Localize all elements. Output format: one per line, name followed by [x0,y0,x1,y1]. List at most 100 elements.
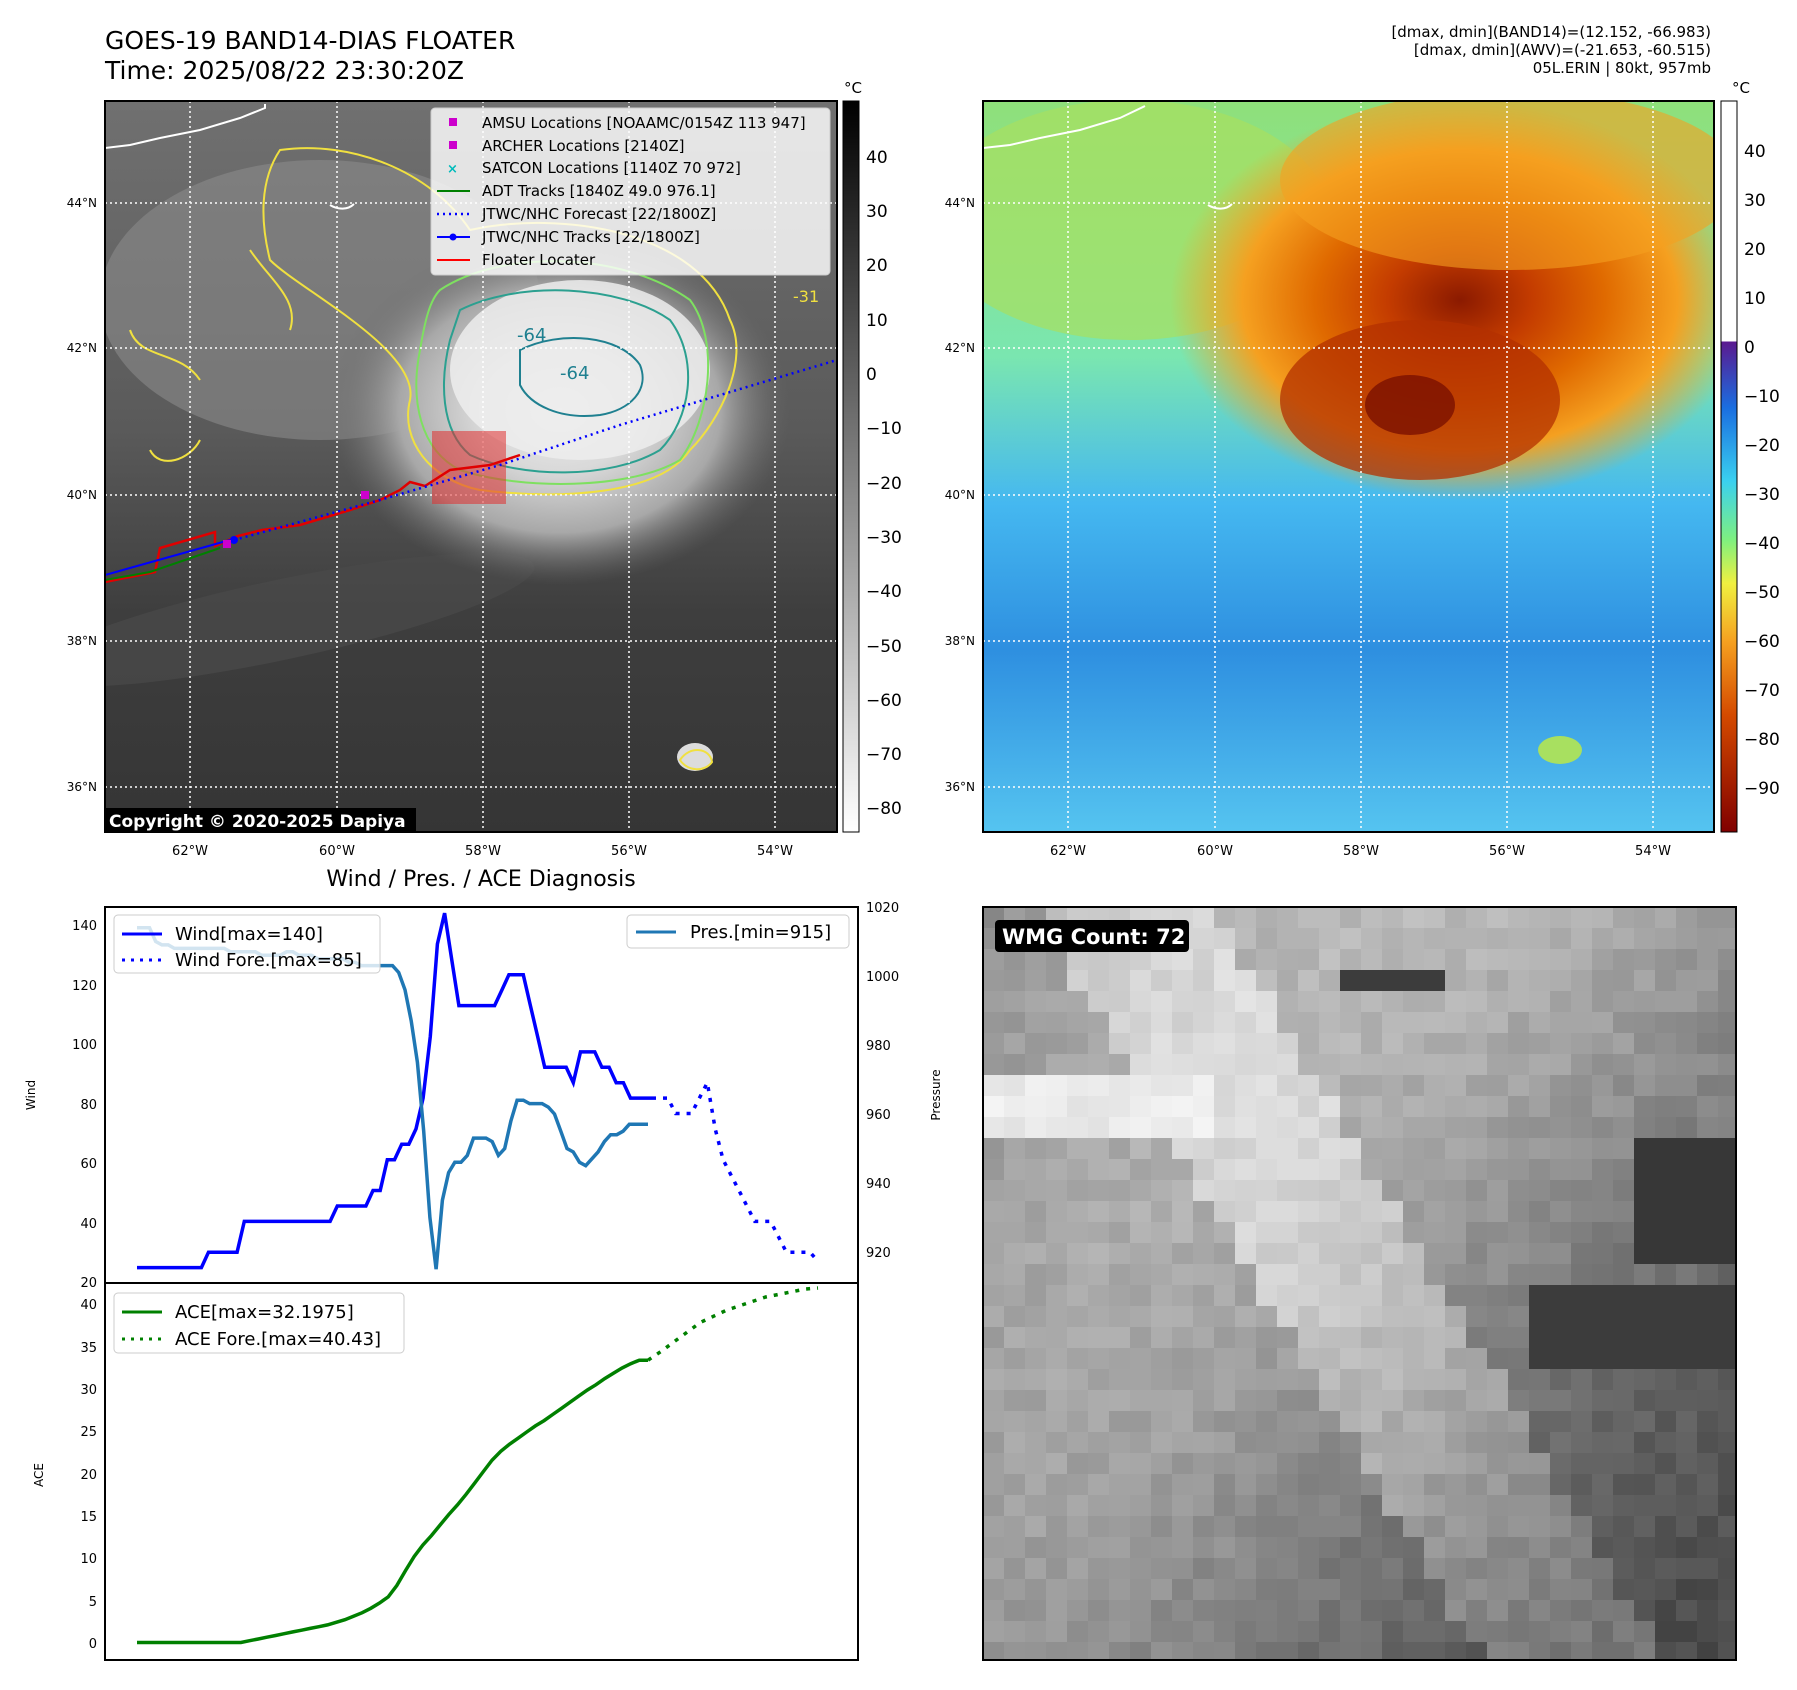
ace-legend: ACE[max=32.1975] ACE Fore.[max=40.43] [113,1292,405,1354]
legend-satcon-icon: × [447,162,458,177]
ir-lon-60: 60°W [319,844,355,859]
wv-cbar-tick-m20: −20 [1744,436,1780,456]
wind-line [137,912,652,1270]
ace-ytick-5: 5 [89,1595,97,1610]
ir-lon-56: 56°W [611,844,647,859]
ir-lat-36: 36°N [67,780,97,794]
wv-cbar-tick-m70: −70 [1744,681,1780,701]
pressure-legend: Pres.[min=915] [626,914,850,949]
wind-pressure-axes [104,906,859,1284]
wv-cbar-tick-m80: −80 [1744,730,1780,750]
ir-cbar-tick-m70: −70 [866,745,902,765]
ir-colorbar-unit: °C [844,79,862,97]
copyright-text: Copyright © 2020-2025 Dapiya [109,812,406,832]
ace-ytick-0: 0 [89,1637,97,1652]
ir-map: -64 -64 -31 AMSU Locations [NOAAMC/0154Z… [67,79,902,859]
ir-lat-40: 40°N [67,488,97,502]
ace-series [137,1286,819,1645]
ir-cbar-tick-40: 40 [866,148,888,168]
amsu-marker [223,540,231,548]
wv-lat-38: 38°N [945,634,975,648]
ir-lon-58: 58°W [465,844,501,859]
jtwc-forecast-track [233,358,837,542]
legend-tracks-dot-icon [449,233,457,241]
ace-line [137,1358,648,1645]
legend-amsu-icon [449,118,457,126]
legend-tracks: JTWC/NHC Tracks [22/1800Z] [481,228,700,246]
wv-lon-58: 58°W [1343,844,1379,859]
ace-ytick-20: 20 [80,1468,97,1483]
pres-ytick-940: 940 [866,1177,891,1192]
ir-lat-42: 42°N [67,341,97,355]
wv-lon-56: 56°W [1489,844,1525,859]
wv-lon-60: 60°W [1197,844,1233,859]
figure-title: GOES-19 BAND14-DIAS FLOATER Time: 2025/0… [105,26,515,86]
info-line-2: [dmax, dmin](AWV)=(-21.653, -60.515) [1413,41,1711,59]
wv-lat-36: 36°N [945,780,975,794]
ace-ytick-10: 10 [80,1552,97,1567]
diagnosis-chart: Wind / Pres. / ACE Diagnosis 140 120 100… [24,867,943,1661]
wv-cbar-tick-m10: −10 [1744,387,1780,407]
legend-archer: ARCHER Locations [2140Z] [482,137,685,155]
diagnosis-title: Wind / Pres. / ACE Diagnosis [326,867,635,892]
wind-y-ticks: 140 120 100 80 60 40 20 [72,919,97,1291]
contour-label-3: -31 [793,287,819,306]
ir-cbar-tick-m80: −80 [866,799,902,819]
floater-locater-track [105,453,521,584]
title-line-2: Time: 2025/08/22 23:30:20Z [105,56,464,85]
wv-cbar-tick-m40: −40 [1744,534,1780,554]
wmg-frame [982,906,1737,1661]
wind-forecast-line [652,1077,820,1263]
wv-lat-42: 42°N [945,341,975,355]
adt-track [105,547,221,581]
ace-forecast-line [647,1286,819,1362]
ir-map-frame [104,100,838,833]
wv-lat-44: 44°N [945,196,975,210]
wv-cbar-tick-0: 0 [1744,338,1755,358]
wv-image [983,101,1714,832]
wv-lon-54: 54°W [1635,844,1671,859]
wind-ytick-120: 120 [72,979,97,994]
wv-map-frame [982,100,1715,833]
ir-cbar-tick-m40: −40 [866,582,902,602]
ir-cbar-tick-10: 10 [866,311,888,331]
legend-wind-fore: Wind Fore.[max=85] [175,950,362,971]
ir-legend: AMSU Locations [NOAAMC/0154Z 113 947] AR… [430,107,831,276]
wind-ytick-140: 140 [72,919,97,934]
ace-y-ticks: 40 35 30 25 20 15 10 5 0 [80,1298,97,1652]
ace-ytick-35: 35 [80,1341,97,1356]
copyright-badge: Copyright © 2020-2025 Dapiya [104,808,416,833]
wv-map: 44°N 42°N 40°N 38°N 36°N 62°W 60°W 58°W … [945,79,1780,859]
legend-forecast: JTWC/NHC Forecast [22/1800Z] [481,205,716,223]
ir-cbar-tick-0: 0 [866,365,877,385]
info-line-3: 05L.ERIN | 80kt, 957mb [1532,59,1711,77]
wv-cbar-tick-m30: −30 [1744,485,1780,505]
wv-cbar-tick-40: 40 [1744,142,1766,162]
pres-ytick-960: 960 [866,1108,891,1123]
pres-ytick-920: 920 [866,1246,891,1261]
ace-ytick-15: 15 [80,1510,97,1525]
wv-cbar-tick-m50: −50 [1744,583,1780,603]
ir-lat-44: 44°N [67,196,97,210]
wv-lat-40: 40°N [945,488,975,502]
title-line-1: GOES-19 BAND14-DIAS FLOATER [105,26,516,55]
wind-ytick-100: 100 [72,1038,97,1053]
wv-cbar-tick-m90: −90 [1744,779,1780,799]
ir-cbar-tick-m60: −60 [866,691,902,711]
wind-ytick-60: 60 [80,1157,97,1172]
legend-amsu: AMSU Locations [NOAAMC/0154Z 113 947] [482,114,806,132]
wmg-panel: WMG Count: 72 [982,906,1737,1661]
ir-lat-38: 38°N [67,634,97,648]
wv-colorbar: °C 40 30 20 10 0 −10 −20 −30 −40 −50 −60… [1720,79,1780,833]
legend-adt: ADT Tracks [1840Z 49.0 976.1] [482,182,716,200]
pressure-ylabel: Pressure [929,1069,943,1120]
legend-satcon: SATCON Locations [1140Z 70 972] [482,159,741,177]
wv-lon-62: 62°W [1050,844,1086,859]
ir-cbar-tick-m30: −30 [866,528,902,548]
wind-ytick-40: 40 [80,1217,97,1232]
wind-ytick-80: 80 [80,1098,97,1113]
pressure-y-ticks: 1020 1000 980 960 940 920 [866,901,899,1261]
ir-cbar-tick-m50: −50 [866,637,902,657]
wv-cbar-tick-10: 10 [1744,289,1766,309]
